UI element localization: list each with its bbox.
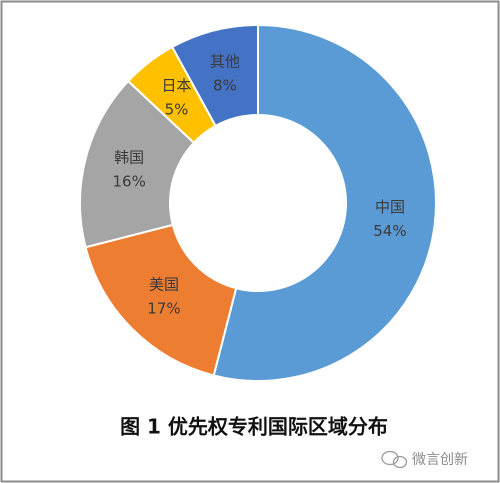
value-label: 8%	[213, 77, 237, 95]
segment-label: 日本	[161, 76, 191, 94]
chart-title: 图 1 优先权专利国际区域分布	[120, 415, 388, 439]
segment-label: 美国	[149, 276, 179, 294]
segment-label: 其他	[210, 53, 240, 71]
donut-segment	[79, 79, 196, 249]
segment-label: 韩国	[114, 148, 144, 166]
value-label: 54%	[373, 222, 406, 240]
watermark-icon	[381, 450, 408, 469]
segment-label: 中国	[375, 198, 405, 216]
donut-segment	[212, 23, 437, 382]
value-label: 17%	[147, 300, 180, 318]
value-label: 5%	[165, 100, 189, 118]
watermark: 微言创新	[412, 452, 468, 468]
value-label: 16%	[113, 172, 146, 190]
donut-segment	[84, 223, 238, 377]
donut-segment	[170, 23, 259, 128]
